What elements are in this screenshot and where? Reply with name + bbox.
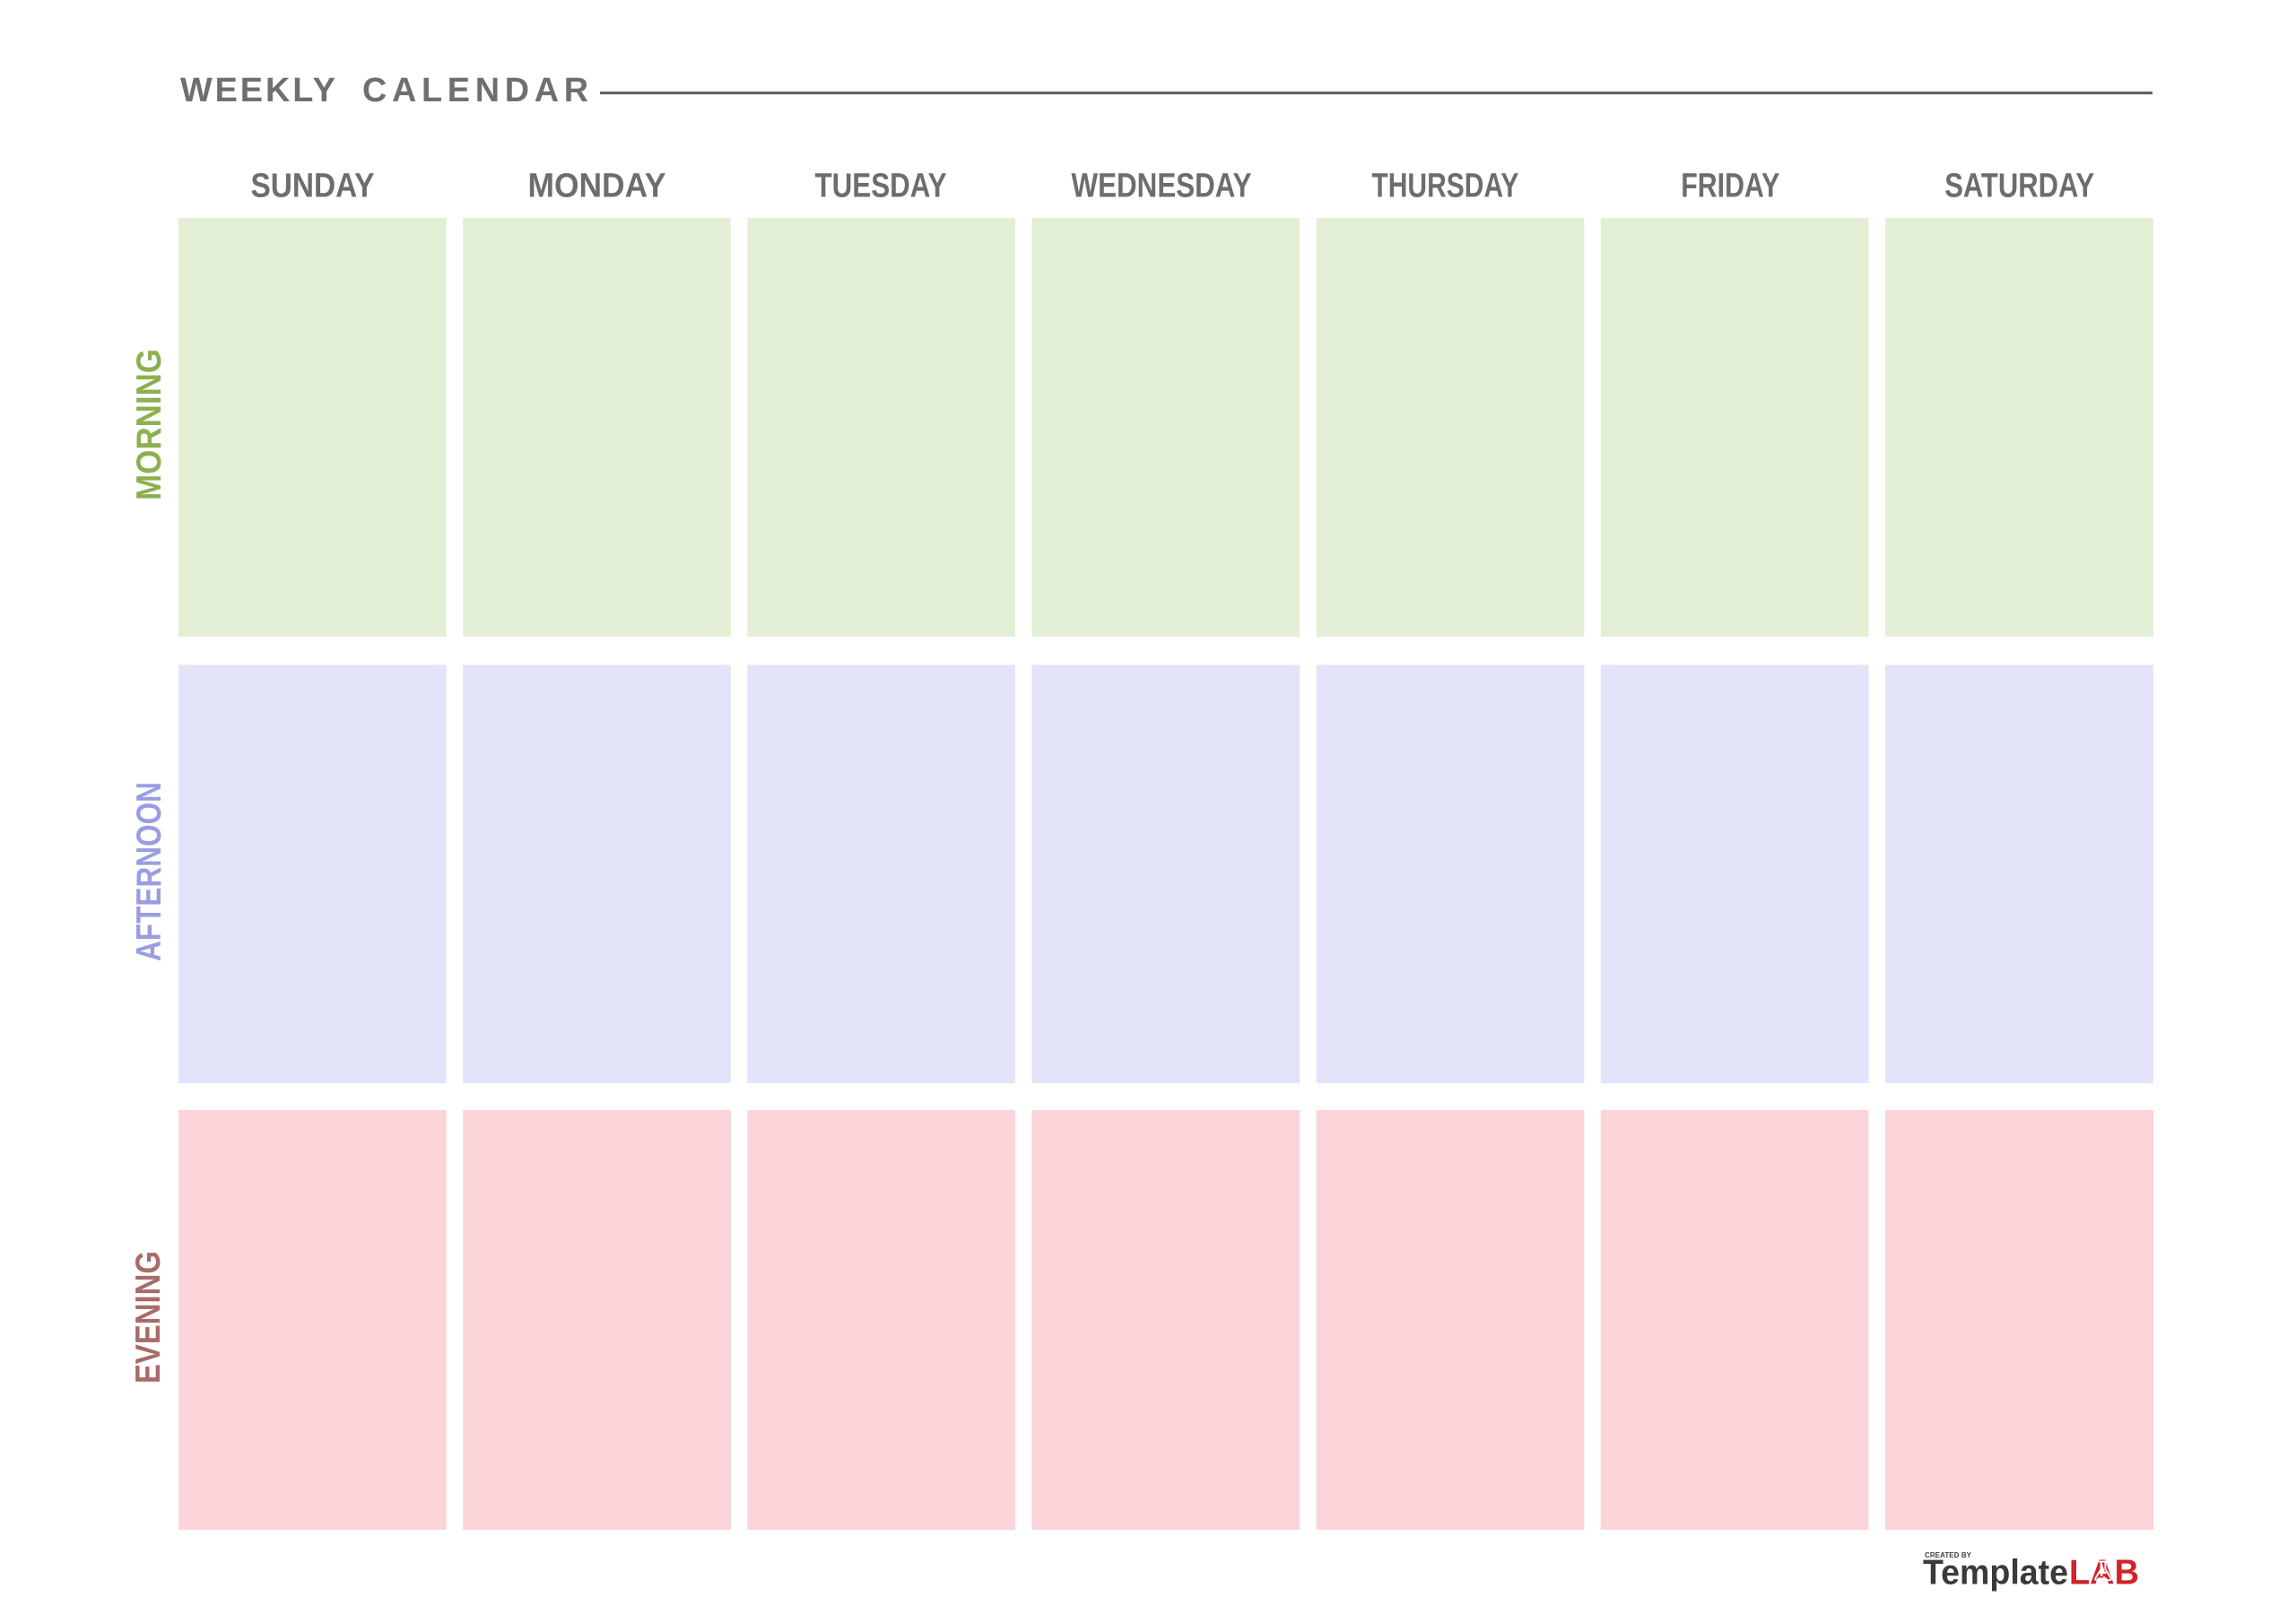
svg-text:CREATED BY: CREATED BY [1925, 1551, 1972, 1559]
svg-text:TUESDAY: TUESDAY [815, 168, 947, 205]
svg-text:FRIDAY: FRIDAY [1681, 168, 1779, 205]
svg-text:WEEKLY: WEEKLY [180, 72, 335, 109]
svg-text:LAB: LAB [2069, 1554, 2139, 1593]
svg-text:THURSDAY: THURSDAY [1371, 168, 1518, 205]
svg-text:Template: Template [1923, 1554, 2068, 1593]
svg-text:AFTERNOON: AFTERNOON [130, 782, 169, 961]
svg-text:WEDNESDAY: WEDNESDAY [1072, 168, 1252, 205]
svg-text:EVENING: EVENING [129, 1251, 168, 1384]
svg-text:MONDAY: MONDAY [528, 168, 666, 205]
svg-text:SUNDAY: SUNDAY [251, 168, 375, 205]
svg-text:CALENDAR: CALENDAR [362, 72, 588, 109]
svg-text:MORNING: MORNING [130, 349, 169, 500]
svg-text:SATURDAY: SATURDAY [1944, 168, 2094, 205]
